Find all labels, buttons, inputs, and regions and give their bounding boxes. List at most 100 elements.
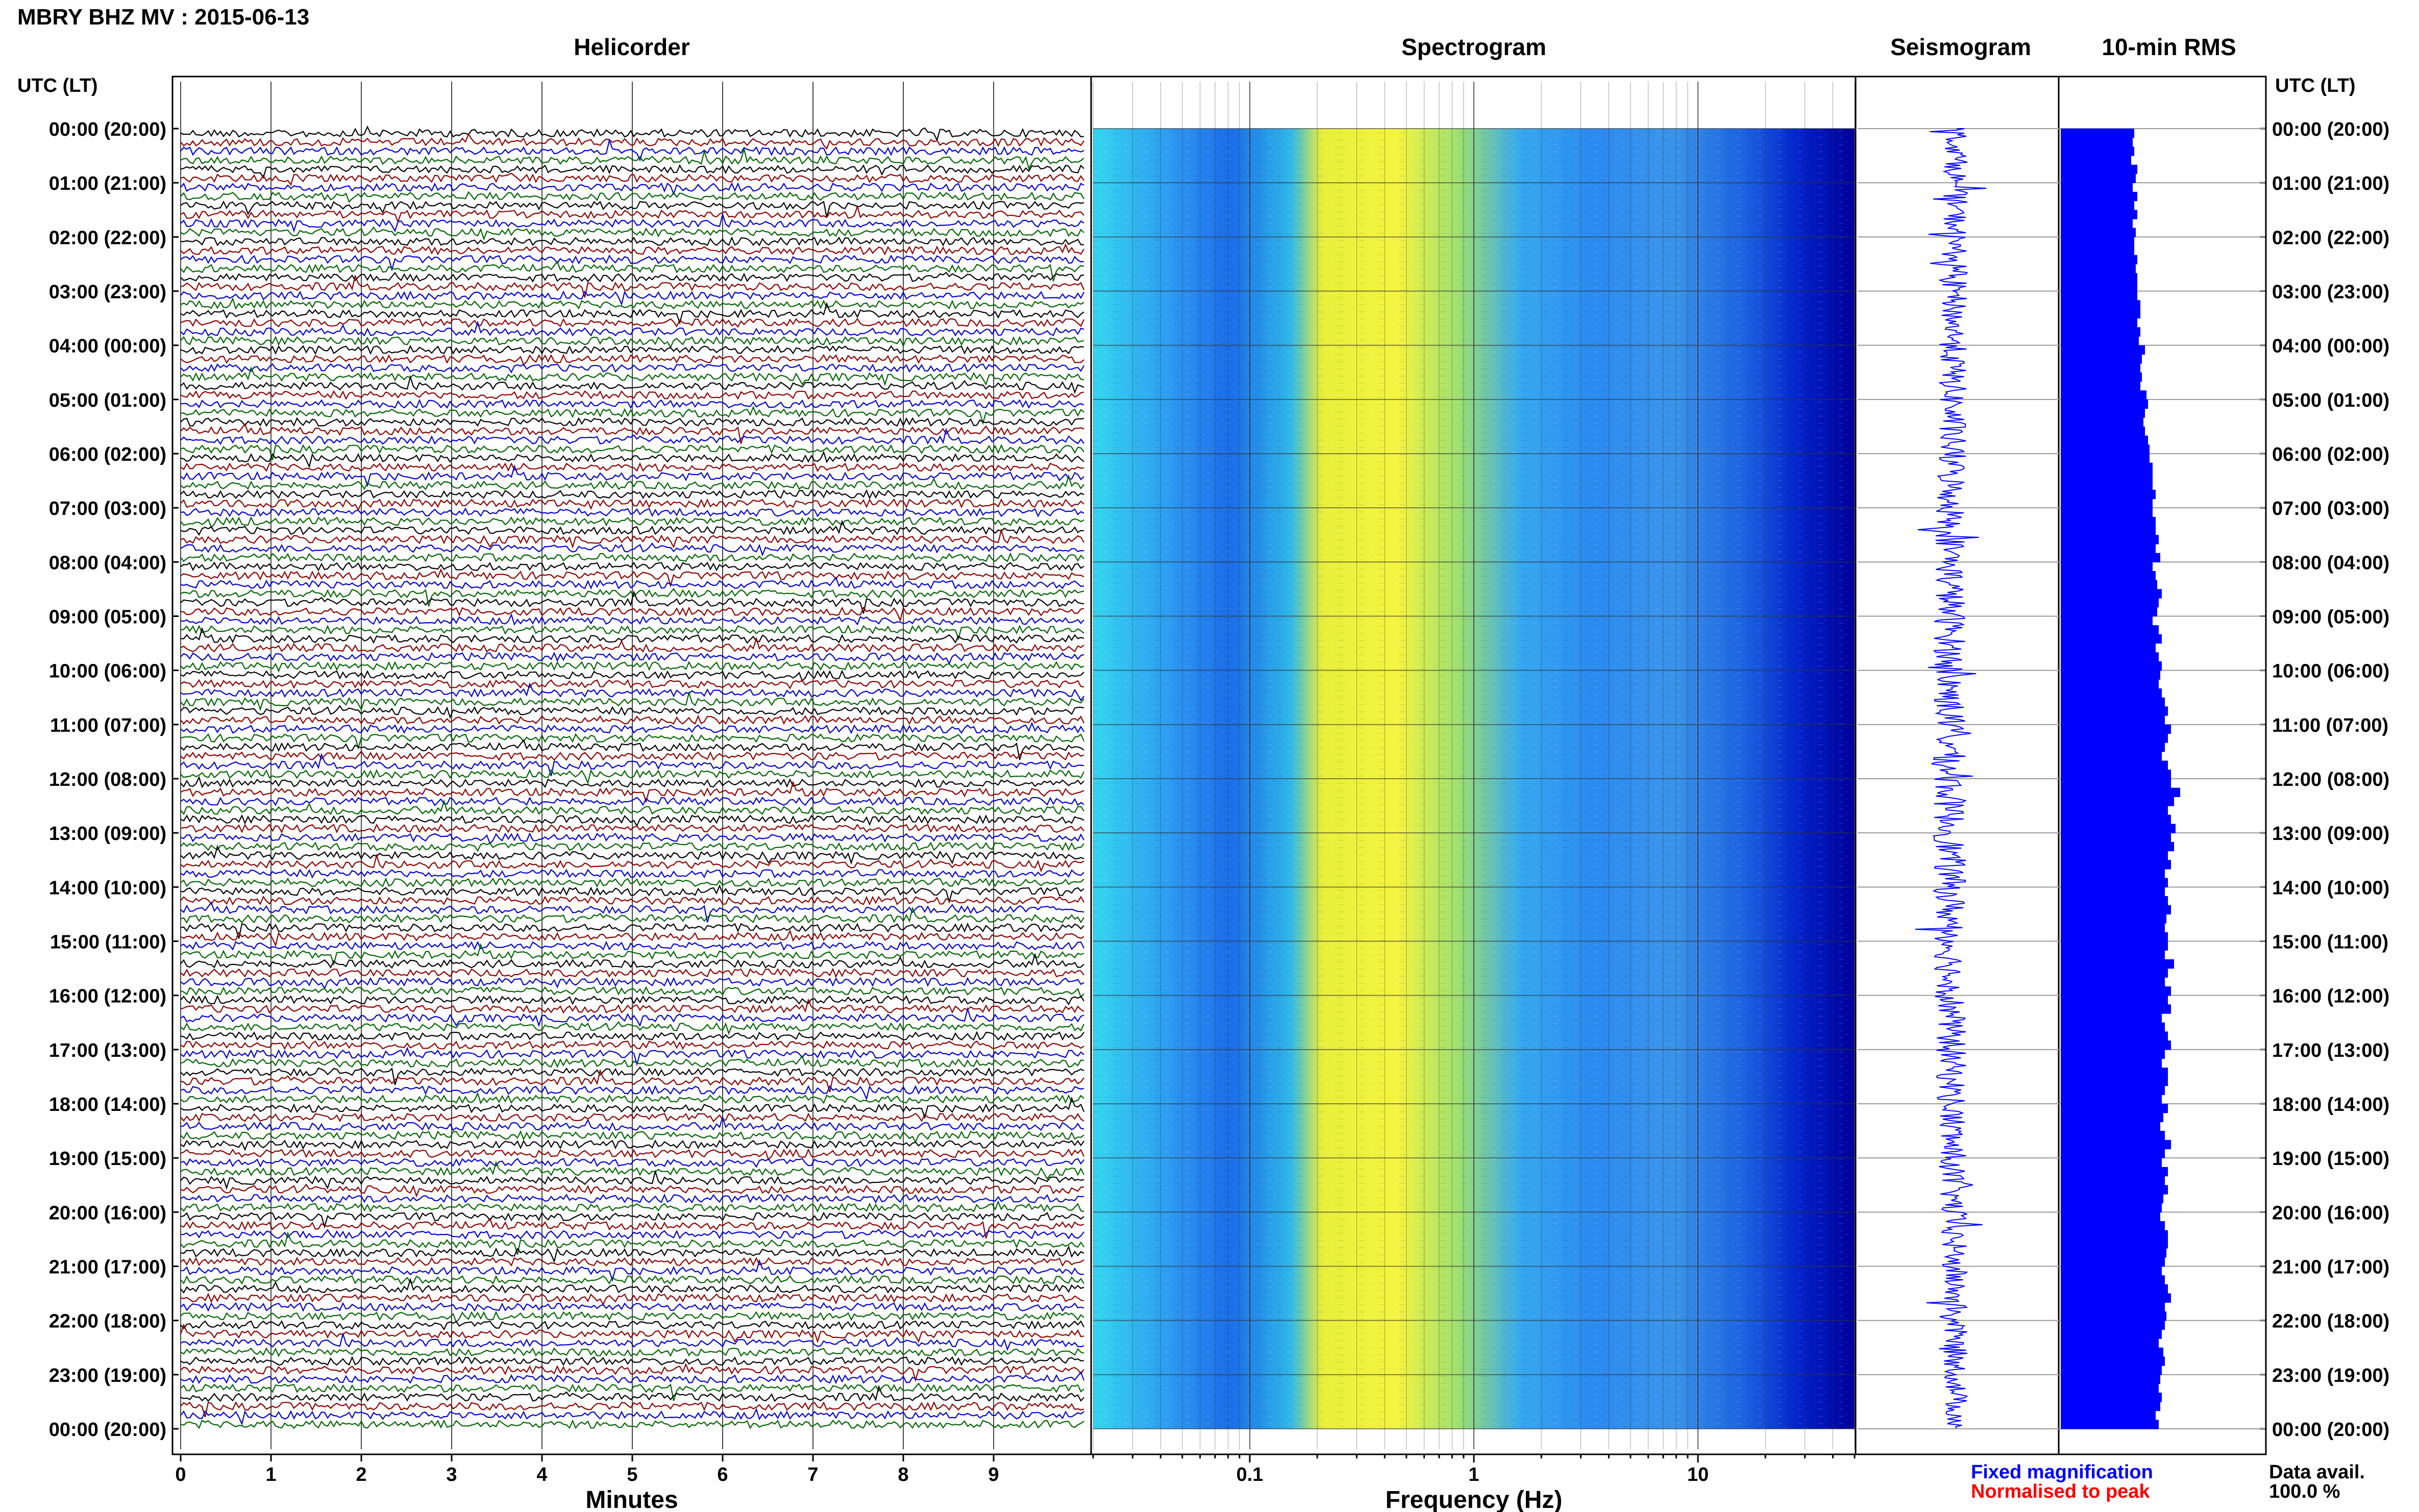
rms-bar: [2061, 309, 2140, 319]
rms-bar: [2061, 481, 2153, 490]
helicorder-trace: [180, 705, 1084, 720]
helicorder-trace: [180, 714, 1084, 725]
helicorder-trace: [180, 739, 1084, 760]
helicorder-trace: [180, 636, 1084, 653]
data-avail-label: Data avail.: [2269, 1461, 2365, 1483]
helicorder-trace: [180, 869, 1084, 879]
rms-bar: [2061, 968, 2168, 978]
time-label-left: 18:00 (14:00): [49, 1094, 166, 1116]
rms-bar: [2061, 941, 2168, 951]
helicorder-trace: [180, 1323, 1084, 1344]
rms-bar: [2061, 291, 2137, 301]
minute-tick-label: 9: [988, 1464, 999, 1485]
time-label-right: 14:00 (10:00): [2272, 877, 2389, 899]
page-title: MBRY BHZ MV : 2015-06-13: [17, 5, 309, 30]
frequency-tick-label: 1: [1468, 1464, 1479, 1485]
rms-bar: [2061, 1420, 2159, 1429]
helicorder-trace: [180, 260, 1084, 282]
time-label-right: 03:00 (23:00): [2272, 282, 2389, 303]
time-label-right: 02:00 (22:00): [2272, 227, 2389, 249]
minute-tick-label: 7: [807, 1464, 818, 1485]
rms-bar: [2061, 589, 2162, 599]
rms-bar: [2061, 751, 2162, 761]
time-label-left: 04:00 (00:00): [49, 336, 166, 357]
rms-bar: [2061, 164, 2137, 175]
time-label-left: 08:00 (04:00): [49, 552, 166, 574]
helicorder-trace: [180, 940, 1084, 951]
helicorder-trace: [180, 1401, 1084, 1418]
helicorder-trace: [180, 133, 1084, 150]
time-label-right: 05:00 (01:00): [2272, 390, 2389, 411]
frequency-tick-label: 0.1: [1236, 1464, 1263, 1485]
time-label-right: 04:00 (00:00): [2272, 336, 2389, 357]
legend-fixed-magnification: Fixed magnification: [1971, 1461, 2153, 1483]
helicorder-trace: [180, 590, 1084, 614]
helicorder-trace: [180, 1193, 1084, 1204]
rms-bar: [2061, 1374, 2160, 1384]
rms-bar: [2061, 1275, 2165, 1285]
rms-bar: [2061, 797, 2174, 806]
helicorder-trace: [180, 138, 1084, 162]
helicorder-trace: [180, 519, 1084, 536]
helicorder-trace: [180, 464, 1084, 488]
rms-bar: [2061, 959, 2174, 969]
time-label-left: 05:00 (01:00): [49, 390, 166, 411]
helicorder-trace: [180, 125, 1084, 142]
helicorder-trace: [180, 1066, 1084, 1085]
minute-tick-label: 2: [356, 1464, 366, 1485]
helicorder-trace: [180, 451, 1084, 469]
rms-bar: [2061, 923, 2165, 933]
rms-bar: [2061, 598, 2159, 608]
rms-bar: [2061, 462, 2153, 472]
helicorder-trace: [180, 290, 1084, 306]
rms-bar: [2061, 1329, 2162, 1339]
rms-bar: [2061, 625, 2159, 635]
helicorder-trace: [180, 390, 1084, 400]
rms-bar: [2061, 1230, 2168, 1240]
helicorder-trace: [180, 998, 1084, 1014]
helicorder-trace: [180, 1007, 1084, 1028]
helicorder-trace: [180, 1218, 1084, 1239]
rms-bar: [2061, 1339, 2159, 1348]
rms-bar: [2061, 137, 2133, 147]
time-label-right: 23:00 (19:00): [2272, 1365, 2389, 1386]
rms-bar: [2061, 787, 2180, 797]
helicorder-trace: [180, 906, 1084, 924]
rms-bar: [2061, 1040, 2171, 1050]
rms-bar: [2061, 715, 2165, 725]
helicorder-trace: [180, 318, 1084, 328]
helicorder-trace: [180, 1277, 1084, 1294]
helicorder-trace: [180, 1310, 1084, 1323]
helicorder-trace: [180, 428, 1084, 445]
helicorder-trace: [180, 1362, 1084, 1382]
helicorder-trace: [180, 884, 1084, 904]
helicorder-trace: [180, 212, 1084, 233]
helicorder-trace: [180, 733, 1085, 751]
rms-bar: [2061, 1095, 2162, 1104]
helicorder-trace: [180, 417, 1084, 427]
helicorder-trace: [180, 1139, 1084, 1151]
helicorder-trace: [180, 1183, 1084, 1198]
rms-bar: [2061, 1076, 2168, 1086]
helicorder-trace: [180, 1112, 1084, 1123]
rms-bar: [2061, 670, 2160, 680]
helicorder-trace: [180, 1211, 1084, 1229]
helicorder-trace: [180, 344, 1084, 355]
helicorder-trace: [180, 146, 1084, 170]
helicorder-trace: [180, 236, 1084, 246]
helicorder-trace: [180, 780, 1084, 804]
rms-bar: [2061, 1004, 2171, 1014]
rms-bar: [2061, 264, 2136, 274]
helicorder-trace: [180, 1021, 1084, 1035]
rms-bar: [2061, 1311, 2166, 1321]
helicorder-trace: [180, 814, 1084, 827]
helicorder-trace: [180, 1332, 1084, 1351]
helicorder-trace: [180, 1256, 1084, 1267]
helicorder-trace: [180, 1231, 1084, 1255]
time-label-left: 16:00 (12:00): [49, 986, 166, 1007]
helicorder-trace: [180, 606, 1084, 623]
rms-bar: [2061, 1393, 2162, 1402]
rms-bar: [2061, 273, 2137, 283]
rms-bar: [2061, 733, 2168, 743]
minute-tick-label: 1: [265, 1464, 276, 1485]
